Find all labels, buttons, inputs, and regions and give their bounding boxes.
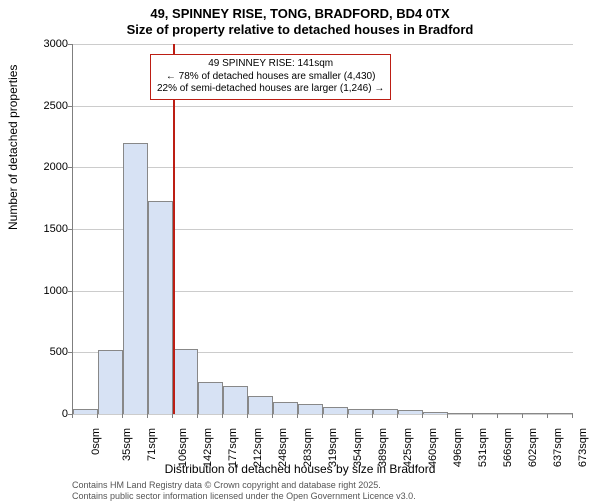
x-tick-label: 319sqm <box>327 428 339 467</box>
x-tick-mark <box>397 414 398 418</box>
x-tick-label: 389sqm <box>377 428 389 467</box>
histogram-bar <box>323 407 348 414</box>
x-tick-label: 354sqm <box>352 428 364 467</box>
x-tick-label: 460sqm <box>427 428 439 467</box>
x-tick-mark <box>222 414 223 418</box>
y-gridline <box>73 44 573 45</box>
y-tick-mark <box>68 229 72 230</box>
histogram-bar <box>398 410 423 414</box>
x-tick-mark <box>497 414 498 418</box>
y-gridline <box>73 106 573 107</box>
chart-title-line1: 49, SPINNEY RISE, TONG, BRADFORD, BD4 0T… <box>0 6 600 21</box>
x-tick-label: 0sqm <box>90 428 102 455</box>
x-tick-mark <box>522 414 523 418</box>
x-tick-label: 531sqm <box>477 428 489 467</box>
x-tick-label: 35sqm <box>121 428 133 461</box>
y-tick-label: 3000 <box>28 38 68 50</box>
footer-line1: Contains HM Land Registry data © Crown c… <box>72 480 381 490</box>
x-tick-mark <box>422 414 423 418</box>
y-tick-mark <box>68 106 72 107</box>
histogram-bar <box>173 349 198 414</box>
x-tick-mark <box>472 414 473 418</box>
x-tick-mark <box>372 414 373 418</box>
histogram-bar <box>523 413 548 414</box>
x-tick-mark <box>72 414 73 418</box>
y-tick-mark <box>68 352 72 353</box>
x-tick-label: 212sqm <box>252 428 264 467</box>
x-tick-label: 283sqm <box>302 428 314 467</box>
histogram-bar <box>448 413 473 414</box>
x-tick-mark <box>122 414 123 418</box>
x-tick-mark <box>572 414 573 418</box>
x-tick-label: 602sqm <box>527 428 539 467</box>
x-tick-label: 106sqm <box>177 428 189 467</box>
y-tick-label: 0 <box>28 408 68 420</box>
x-tick-label: 248sqm <box>277 428 289 467</box>
y-tick-mark <box>68 44 72 45</box>
x-tick-mark <box>347 414 348 418</box>
histogram-bar <box>223 386 248 414</box>
y-tick-mark <box>68 167 72 168</box>
x-tick-label: 142sqm <box>202 428 214 467</box>
histogram-bar <box>473 413 498 414</box>
x-tick-label: 496sqm <box>452 428 464 467</box>
x-tick-mark <box>272 414 273 418</box>
x-tick-mark <box>197 414 198 418</box>
x-tick-mark <box>172 414 173 418</box>
y-tick-label: 2000 <box>28 161 68 173</box>
y-axis-label: Number of detached properties <box>6 65 20 230</box>
x-tick-label: 177sqm <box>227 428 239 467</box>
chart-title-line2: Size of property relative to detached ho… <box>0 22 600 37</box>
x-tick-label: 425sqm <box>402 428 414 467</box>
x-tick-mark <box>447 414 448 418</box>
x-tick-mark <box>297 414 298 418</box>
annotation-line: 49 SPINNEY RISE: 141sqm <box>157 58 384 71</box>
histogram-bar <box>148 201 173 414</box>
plot-area <box>72 44 573 415</box>
x-tick-label: 673sqm <box>577 428 589 467</box>
x-tick-mark <box>247 414 248 418</box>
annotation-line: 22% of semi-detached houses are larger (… <box>157 83 384 96</box>
histogram-bar <box>548 413 573 414</box>
histogram-bar <box>248 396 273 415</box>
y-tick-label: 500 <box>28 346 68 358</box>
histogram-bar <box>298 404 323 414</box>
histogram-bar <box>198 382 223 414</box>
histogram-bar <box>73 409 98 414</box>
histogram-bar <box>98 350 123 414</box>
x-tick-mark <box>147 414 148 418</box>
histogram-bar <box>123 143 148 414</box>
property-marker-line <box>173 44 175 414</box>
histogram-bar <box>348 409 373 414</box>
x-tick-label: 637sqm <box>552 428 564 467</box>
x-tick-mark <box>322 414 323 418</box>
y-tick-label: 1000 <box>28 285 68 297</box>
x-tick-label: 566sqm <box>502 428 514 467</box>
annotation-box: 49 SPINNEY RISE: 141sqm← 78% of detached… <box>150 54 391 100</box>
x-tick-mark <box>97 414 98 418</box>
histogram-bar <box>498 413 523 414</box>
x-tick-label: 71sqm <box>146 428 158 461</box>
y-gridline <box>73 167 573 168</box>
y-tick-label: 1500 <box>28 223 68 235</box>
histogram-bar <box>423 412 448 414</box>
x-tick-mark <box>547 414 548 418</box>
histogram-bar <box>373 409 398 414</box>
histogram-bar <box>273 402 298 414</box>
y-tick-label: 2500 <box>28 100 68 112</box>
annotation-line: ← 78% of detached houses are smaller (4,… <box>157 71 384 84</box>
y-tick-mark <box>68 291 72 292</box>
